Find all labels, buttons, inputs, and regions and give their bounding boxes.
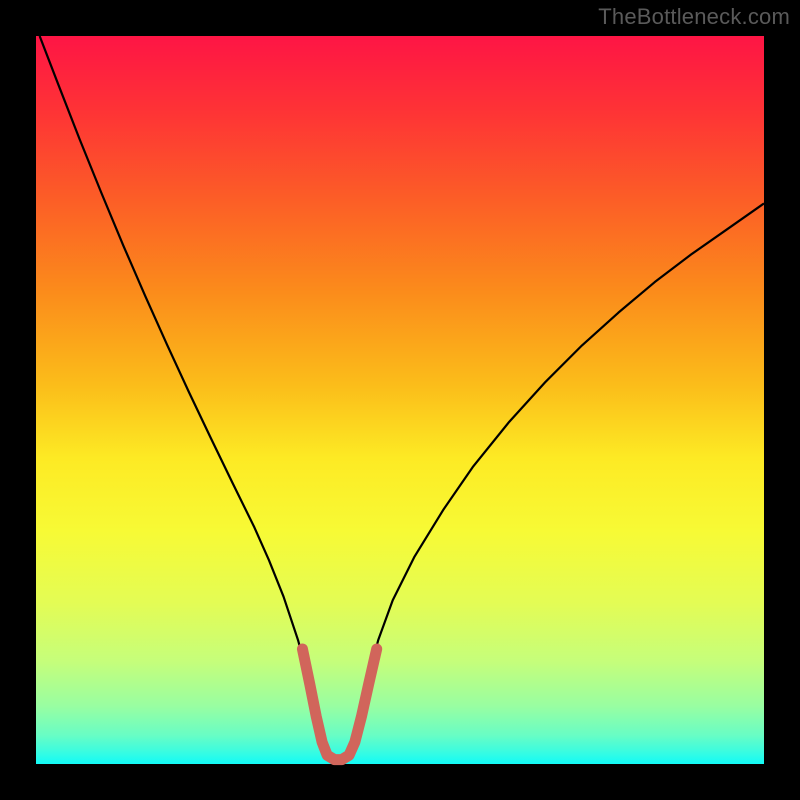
chart-stage: TheBottleneck.com — [0, 0, 800, 800]
watermark-text: TheBottleneck.com — [598, 4, 790, 30]
plot-background — [36, 36, 764, 764]
bottleneck-chart — [0, 0, 800, 800]
